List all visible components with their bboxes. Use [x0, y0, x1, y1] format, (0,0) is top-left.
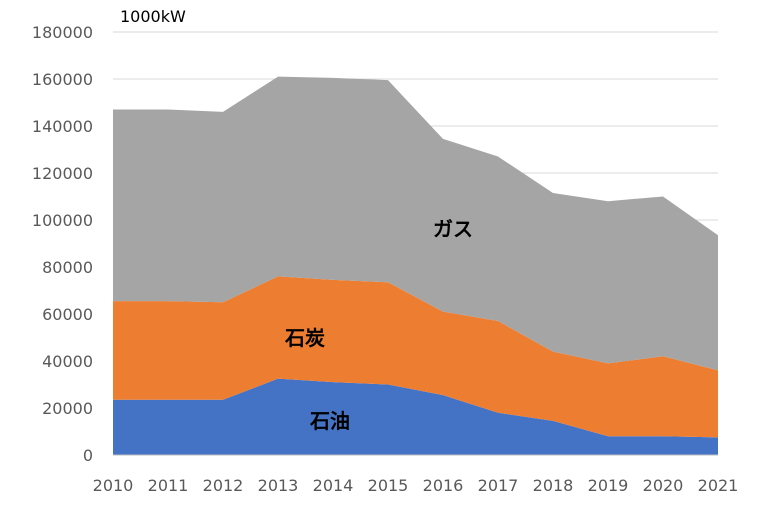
- y-tick-label: 140000: [32, 117, 93, 136]
- y-tick-label: 20000: [42, 399, 93, 418]
- x-tick-label: 2020: [643, 476, 684, 495]
- y-tick-label: 80000: [42, 258, 93, 277]
- y-tick-label: 120000: [32, 164, 93, 183]
- x-tick-label: 2011: [148, 476, 189, 495]
- series-label-coal: 石炭: [284, 326, 325, 350]
- area-series-coal: [113, 276, 718, 438]
- area-series-oil: [113, 378, 718, 455]
- y-tick-label: 160000: [32, 70, 93, 89]
- x-tick-label: 2010: [93, 476, 134, 495]
- x-tick-label: 2012: [203, 476, 244, 495]
- x-tick-label: 2017: [478, 476, 519, 495]
- y-tick-label: 180000: [32, 23, 93, 42]
- x-tick-label: 2018: [533, 476, 574, 495]
- x-tick-label: 2013: [258, 476, 299, 495]
- x-tick-label: 2016: [423, 476, 464, 495]
- area-series-layer: [113, 76, 718, 455]
- x-tick-label: 2019: [588, 476, 629, 495]
- y-tick-label: 0: [83, 446, 93, 465]
- y-tick-label: 40000: [42, 352, 93, 371]
- x-tick-label: 2021: [698, 476, 739, 495]
- x-tick-label: 2014: [313, 476, 354, 495]
- series-label-gas: ガス: [433, 217, 473, 241]
- series-label-oil: 石油: [309, 409, 350, 433]
- x-tick-label: 2015: [368, 476, 409, 495]
- y-tick-label: 100000: [32, 211, 93, 230]
- y-axis-ticks: 0 20000 40000 60000 80000 100000 120000 140000 1…: [32, 23, 93, 465]
- x-axis-ticks: 2010 2011 2012 2013 2014 2015 2016 2017 2018 2019…: [93, 476, 739, 495]
- y-axis-unit-label: 1000kW: [120, 7, 186, 26]
- area-series-gas: [113, 76, 718, 371]
- y-tick-label: 60000: [42, 305, 93, 324]
